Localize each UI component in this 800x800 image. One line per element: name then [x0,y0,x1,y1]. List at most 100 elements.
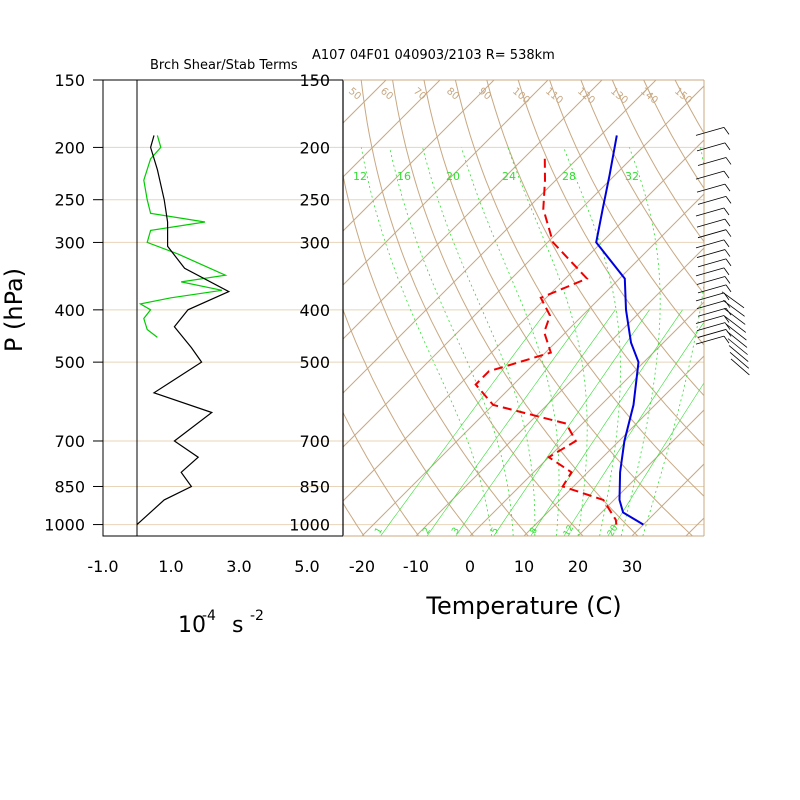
mixing-ratio-line [455,309,616,536]
mixing-ratio-line [530,309,683,536]
wind-barb [722,299,745,317]
moist-adiabat-label-3: 24 [502,170,516,183]
x-axis-label: Temperature (C) [425,592,621,620]
wind-barb-flag [724,218,731,227]
dry-adiabat-line [454,80,704,497]
isotherm-line [469,301,704,536]
left-series-black [136,135,231,526]
skew-pressure-label-700: 700 [299,432,330,451]
wind-barb [697,329,727,338]
wind-barb [695,292,725,302]
wind-barb-flag [724,322,731,330]
mixing-ratio-label-2: 3 [451,526,463,536]
left-x-tick-0: -1.0 [87,557,118,576]
wind-barb [696,322,726,331]
wind-barb [695,335,725,345]
isotherm-line [343,80,495,232]
isotherm-line [343,139,704,502]
moist-adiabat-line [642,147,704,536]
mixing-ratio-label-3: 5 [490,526,502,536]
mixing-ratio-line [426,309,590,536]
wind-barb [697,307,727,317]
dry-adiabat-line [611,80,704,243]
skew-x-tick-4: 20 [568,557,588,576]
wind-barb-flag [723,267,730,276]
wind-barb [695,170,725,180]
skew-pressure-label-300: 300 [299,233,330,252]
isotherm-line [415,247,704,536]
moist-adiabat-label-0: 12 [353,170,367,183]
wind-barb [724,316,747,333]
wind-barb [695,239,725,249]
skew-pressure-label-150: 150 [299,71,330,90]
left-x-tick-2: 3.0 [226,557,251,576]
dry-adiabat-line [486,80,704,447]
wind-barb-flag [723,207,730,216]
moist-adiabat-label-5: 32 [625,170,639,183]
wind-barb-flag [723,170,730,179]
wind-barb [695,127,725,136]
left-pressure-label-250: 250 [54,191,85,210]
mixing-ratio-line [493,309,650,536]
skew-x-tick-0: -20 [349,557,375,576]
wind-barb [697,195,727,205]
wind-barb-flag [723,335,730,344]
dry-adiabat-label-8: 130 [608,86,630,107]
skew-x-tick-3: 10 [514,557,534,576]
left-series-green [138,135,228,338]
mixing-ratio-line [563,321,704,536]
left-x-tick-3: 5.0 [294,557,319,576]
wind-barb [725,323,747,341]
dry-adiabat-line [343,411,420,536]
wind-barb [723,308,746,325]
wind-barb-flag [723,239,730,248]
moist-adiabat-label-4: 28 [562,170,576,183]
dry-adiabat-line [729,64,800,536]
left-pressure-label-1000: 1000 [44,516,85,535]
wind-barb [695,315,725,324]
moist-adiabat-line [563,147,621,536]
isotherm-line [343,80,549,286]
wind-barb [697,157,727,166]
dry-adiabat-line [202,64,310,536]
wind-barb [696,142,726,152]
dry-adiabat-label-0: 50 [346,86,363,103]
dewpoint-profile [474,158,618,525]
skew-x-tick-5: 30 [622,557,642,576]
wind-barb-flag [724,276,731,284]
isotherm-line [0,80,332,536]
station-title: A107 04F01 040903/2103 R= 538km [312,48,555,63]
isotherm-line [0,80,278,536]
wind-barb-flag [725,284,732,293]
dry-adiabat-line [343,308,474,536]
moist-adiabat-line [461,147,560,536]
dry-adiabat-label-4: 90 [476,86,493,103]
isotherm-line [523,355,704,536]
wind-barb [696,249,726,258]
moist-adiabat-label-1: 16 [397,170,411,183]
isotherm-line [343,80,657,394]
dry-adiabat-line [343,172,529,536]
dry-adiabat-line [643,80,704,190]
left-pressure-label-300: 300 [54,233,85,252]
wind-barb [697,284,727,294]
mixing-ratio-line [607,382,704,536]
mixing-ratio-label-1: 2 [422,526,434,536]
wind-barb [696,276,726,285]
wind-barb-flag [724,142,731,151]
dry-adiabat-line [360,80,584,536]
mixing-ratio-label-4: 8 [529,526,541,536]
wind-barb [730,358,750,376]
wind-barb-flag [724,300,731,308]
wind-barb [695,267,725,277]
wind-barb-flag [725,229,732,237]
dry-adiabat-label-10: 150 [672,86,694,107]
wind-barb [726,331,748,348]
isotherm-line [631,463,704,536]
dry-adiabat-label-3: 80 [444,86,461,103]
left-pressure-label-500: 500 [54,353,85,372]
unit-base: 10 [178,613,206,638]
left-pressure-label-200: 200 [54,138,85,157]
isotherm-line [685,517,704,536]
